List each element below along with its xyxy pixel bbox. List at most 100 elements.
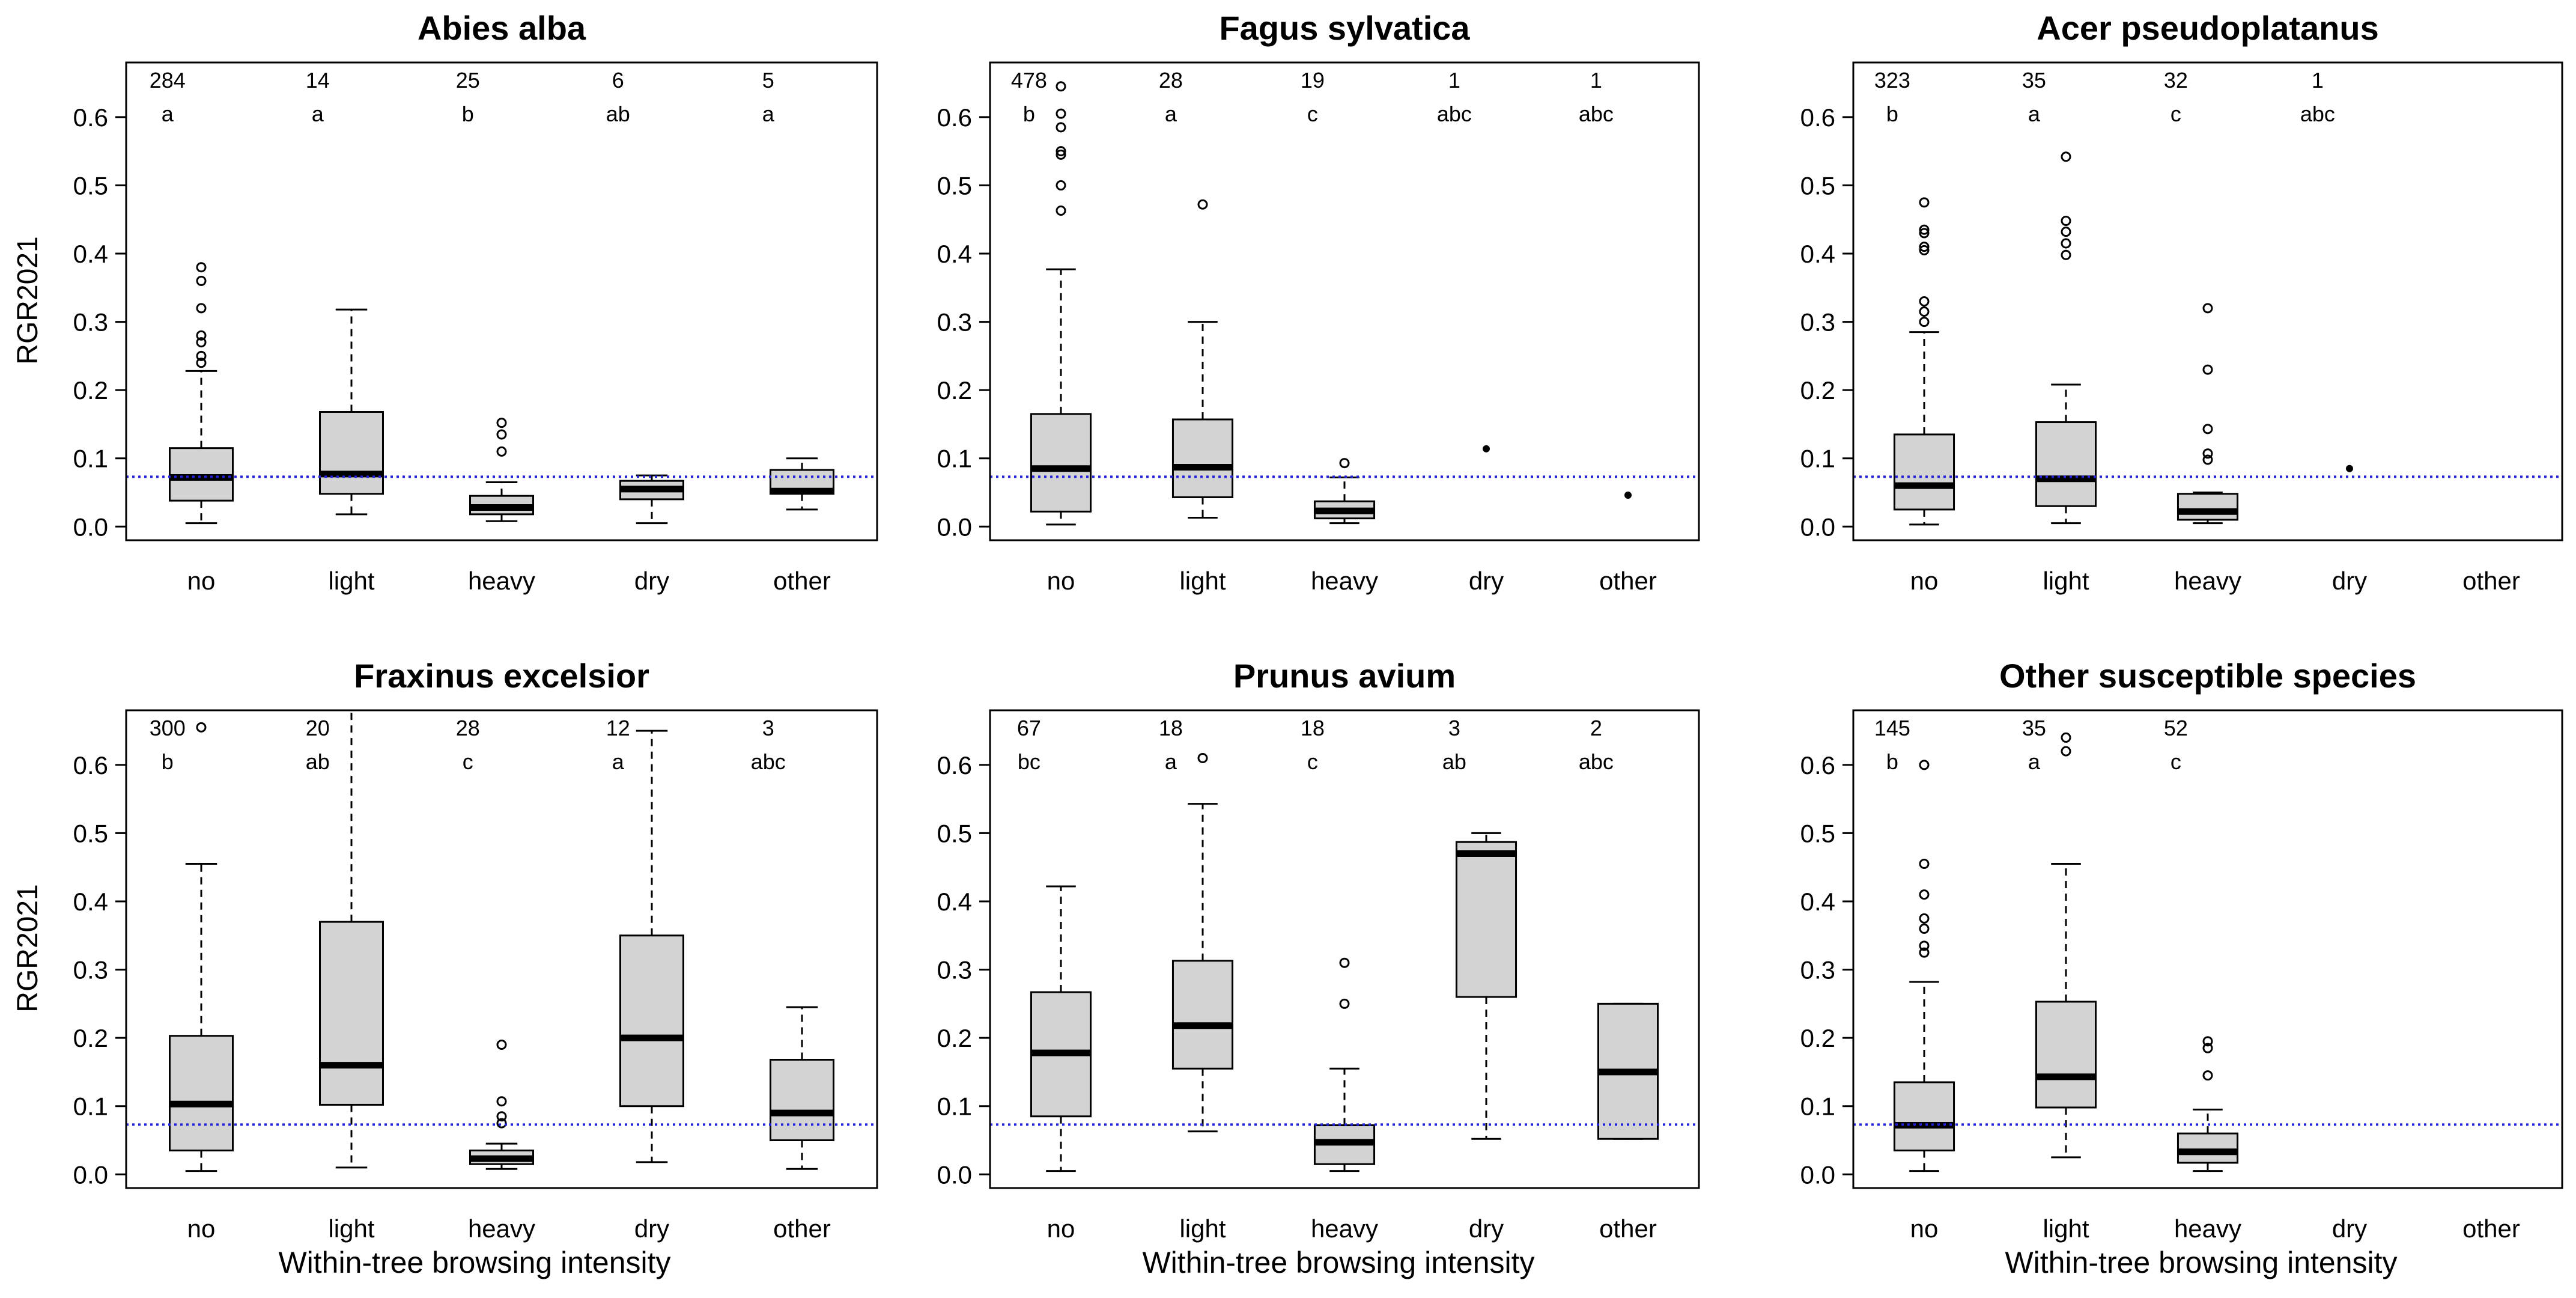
y-tick-label: 0.6 <box>73 751 108 779</box>
category-label: light <box>328 1214 374 1243</box>
y-tick-label: 0.5 <box>73 819 108 847</box>
outlier-point <box>196 262 207 273</box>
box-light <box>319 710 384 1169</box>
category-label: heavy <box>1311 1214 1378 1243</box>
panel-title: Fraxinus excelsior <box>354 657 649 695</box>
outlier-point <box>1339 458 1350 469</box>
box-light <box>2035 732 2097 1159</box>
sample-count: 145 <box>1874 716 1910 740</box>
plot-frame <box>125 61 878 541</box>
outlier-point <box>1056 81 1066 92</box>
panel-title: Abies alba <box>418 9 586 47</box>
category-label: dry <box>1469 567 1504 595</box>
single-point <box>1483 445 1490 452</box>
outlier-point <box>2061 249 2071 260</box>
outlier-point <box>1056 149 1066 160</box>
box-iqr <box>2177 493 2239 521</box>
group-letter: c <box>1307 102 1318 126</box>
sample-count: 14 <box>306 68 330 93</box>
outlier-point <box>496 446 507 457</box>
y-axis-label-top: RGR2021 <box>12 236 44 364</box>
sample-count: 300 <box>150 716 186 740</box>
category-label: dry <box>634 567 669 595</box>
category-label: heavy <box>2174 1214 2241 1243</box>
sample-count: 19 <box>1301 68 1325 93</box>
sample-count: 35 <box>2022 68 2046 93</box>
y-tick-label: 0.1 <box>937 445 972 473</box>
box-iqr <box>1171 960 1234 1070</box>
panel-title: Acer pseudoplatanus <box>2037 9 2378 47</box>
panel-4: Fraxinus excelsior 0.0 0.1 0.2 0.3 0.4 0.5 0.6 n… <box>73 657 878 1243</box>
x-axis-label-right: Within-tree browsing intensity <box>2005 1246 2397 1279</box>
y-tick-label: 0.5 <box>1800 171 1835 200</box>
category-label: other <box>2462 1214 2520 1243</box>
outlier-point <box>496 418 507 428</box>
panel-3: Acer pseudoplatanus 0.0 0.1 0.2 0.3 0.4 0.5 0.6… <box>1800 9 2563 595</box>
outlier-point <box>2061 215 2071 226</box>
box-heavy <box>2177 1036 2239 1172</box>
category-label: heavy <box>2174 567 2241 595</box>
box-heavy <box>1313 957 1376 1172</box>
box-iqr <box>2035 1001 2097 1109</box>
box-no <box>1030 885 1092 1172</box>
category-label: dry <box>2332 1214 2367 1243</box>
y-tick-label: 0.3 <box>937 308 972 337</box>
group-letter: c <box>1307 749 1318 774</box>
group-letter: bc <box>1018 749 1040 774</box>
outlier-point <box>196 358 207 368</box>
outlier-point <box>2061 746 2071 757</box>
y-tick-label: 0.3 <box>937 956 972 984</box>
outlier-point <box>1056 108 1066 119</box>
outlier-point <box>496 1118 507 1129</box>
outlier-point <box>1919 306 1930 317</box>
sample-count: 25 <box>456 68 480 93</box>
y-tick-label: 0.1 <box>73 445 108 473</box>
group-letter: c <box>2170 102 2181 126</box>
outlier-point <box>1197 199 1208 210</box>
y-tick-label: 0.0 <box>937 1160 972 1189</box>
outlier-point <box>1339 998 1350 1009</box>
sample-count: 5 <box>762 68 774 93</box>
box-other <box>770 457 834 511</box>
y-tick-label: 0.1 <box>1800 1092 1835 1121</box>
box-no <box>1030 81 1092 526</box>
group-letter: a <box>762 102 775 126</box>
plot-area <box>1893 151 2353 526</box>
box-dry <box>619 730 684 1163</box>
outlier-point <box>1056 180 1066 190</box>
outlier-point <box>1197 753 1208 763</box>
outlier-point <box>2202 303 2213 314</box>
outlier-point <box>496 1111 507 1122</box>
group-letter: b <box>1886 749 1898 774</box>
group-letter: abc <box>1579 102 1614 126</box>
box-dry <box>619 474 684 525</box>
outlier-point <box>1919 197 1930 208</box>
outlier-point <box>2061 732 2071 743</box>
plot-area <box>169 262 834 525</box>
x-axis-label-middle: Within-tree browsing intensity <box>1142 1246 1534 1279</box>
outlier-point <box>496 1096 507 1107</box>
category-label: no <box>1047 1214 1075 1243</box>
panel-5: Prunus avium 0.0 0.1 0.2 0.3 0.4 0.5 0.6 no light… <box>937 657 1700 1243</box>
y-tick-label: 0.2 <box>1800 376 1835 404</box>
x-axis-label-left: Within-tree browsing intensity <box>278 1246 670 1279</box>
outlier-point <box>2202 454 2213 465</box>
outlier-point <box>1919 913 1930 924</box>
panel-title: Prunus avium <box>1233 657 1456 695</box>
category-label: no <box>1910 567 1939 595</box>
box-light <box>2035 151 2097 525</box>
sample-count: 35 <box>2022 716 2046 740</box>
y-tick-label: 0.6 <box>73 103 108 132</box>
outlier-point <box>196 303 207 314</box>
y-tick-label: 0.5 <box>1800 819 1835 847</box>
plot-frame <box>989 61 1700 541</box>
outlier-point <box>196 350 207 361</box>
group-letter: c <box>463 749 473 774</box>
single-point <box>2346 465 2353 472</box>
outlier-point <box>2202 364 2213 375</box>
box-iqr <box>1455 841 1517 998</box>
y-tick-label: 0.2 <box>73 1024 108 1052</box>
group-letter: abc <box>1437 102 1472 126</box>
box-iqr <box>2177 1132 2239 1164</box>
panel-2: Fagus sylvatica 0.0 0.1 0.2 0.3 0.4 0.5 0.6 no li… <box>937 9 1700 595</box>
